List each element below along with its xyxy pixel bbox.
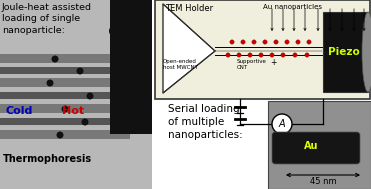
Circle shape [118, 57, 126, 65]
Text: 45 nm: 45 nm [310, 177, 336, 185]
Bar [110, 0, 152, 134]
Circle shape [248, 53, 252, 57]
Text: Piezo: Piezo [328, 47, 359, 57]
Circle shape [46, 80, 53, 87]
Bar [323, 12, 368, 92]
Bar [0, 54, 130, 63]
Text: Open-ended
host MWCNT: Open-ended host MWCNT [163, 59, 198, 70]
Circle shape [62, 105, 69, 112]
Text: Au: Au [304, 141, 318, 151]
Circle shape [76, 67, 83, 74]
Circle shape [237, 53, 241, 57]
Text: TEM Holder: TEM Holder [165, 4, 213, 13]
Circle shape [272, 114, 292, 134]
Circle shape [56, 132, 63, 139]
Bar [0, 104, 130, 113]
Circle shape [134, 47, 142, 55]
Text: Joule-heat assisted
loading of single
nanoparticle:: Joule-heat assisted loading of single na… [2, 3, 92, 35]
Circle shape [230, 40, 234, 44]
Circle shape [307, 40, 311, 44]
Text: Cold: Cold [5, 106, 32, 116]
Circle shape [109, 25, 121, 37]
Text: Thermophoresis: Thermophoresis [3, 154, 92, 164]
Text: Au nanoparticles: Au nanoparticles [263, 4, 322, 10]
Circle shape [296, 40, 300, 44]
Circle shape [129, 53, 135, 59]
Text: A: A [279, 119, 285, 129]
Bar [0, 130, 130, 139]
Circle shape [259, 53, 263, 57]
Bar [0, 67, 130, 74]
Circle shape [130, 29, 140, 39]
Circle shape [281, 53, 285, 57]
Ellipse shape [362, 12, 371, 92]
Circle shape [82, 119, 89, 125]
Text: +: + [270, 58, 276, 67]
Circle shape [126, 23, 134, 31]
Circle shape [252, 40, 256, 44]
Text: Hot: Hot [62, 106, 84, 116]
Circle shape [136, 37, 144, 45]
Circle shape [293, 53, 297, 57]
Circle shape [274, 40, 278, 44]
Circle shape [113, 46, 123, 56]
Circle shape [52, 56, 59, 63]
Polygon shape [163, 4, 215, 93]
Circle shape [305, 53, 309, 57]
Circle shape [285, 40, 289, 44]
Bar [0, 78, 130, 87]
Circle shape [86, 92, 93, 99]
Circle shape [226, 53, 230, 57]
Bar [268, 101, 371, 189]
Circle shape [124, 42, 132, 50]
Bar [0, 118, 130, 125]
Circle shape [263, 40, 267, 44]
Circle shape [241, 40, 245, 44]
Bar [155, 0, 370, 99]
Text: Supportive
CNT: Supportive CNT [237, 59, 267, 70]
Bar [0, 0, 152, 189]
Circle shape [115, 17, 123, 25]
FancyBboxPatch shape [272, 132, 360, 164]
Circle shape [120, 36, 130, 46]
Text: Serial loading
of multiple
nanoparticles:: Serial loading of multiple nanoparticles… [168, 104, 243, 140]
Circle shape [270, 53, 274, 57]
Bar [0, 92, 130, 99]
